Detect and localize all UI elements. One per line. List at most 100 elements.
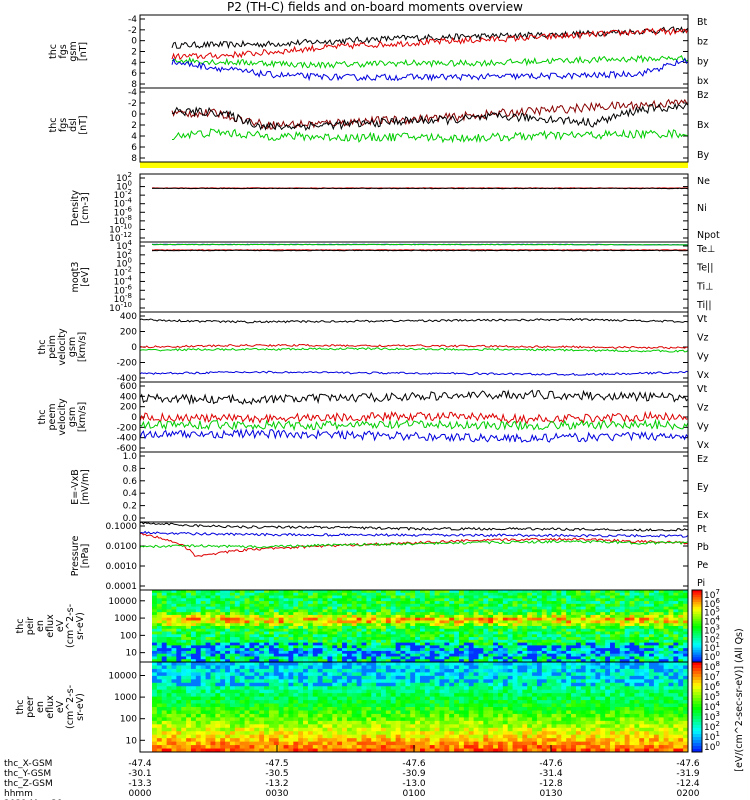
spectrogram-cell [278,741,284,746]
spectrogram-cell [298,734,304,739]
spectrogram-cell [376,620,382,624]
spectrogram-cell [546,595,552,599]
spectrogram-cell [463,631,470,635]
spectrogram-cell [186,682,192,687]
spectrogram-cell [507,631,513,635]
spectrogram-cell [156,659,163,663]
spectrogram-cell [366,727,372,732]
spectrogram-cell [434,631,440,635]
spectrogram-cell [278,637,284,641]
colorbar-step [692,635,702,639]
spectrogram-cell [390,626,397,630]
spectrogram-cell [156,738,163,743]
spectrogram-cell [229,707,236,711]
spectrogram-cell [644,614,650,619]
spectrogram-cell [439,598,445,602]
spectrogram-cell [337,672,343,677]
ytick-label: 0 [131,110,137,120]
spectrogram-cell [449,598,455,602]
spectrogram-cell [317,734,323,739]
ytick-label: 600 [120,382,137,392]
spectrogram-cell [468,710,474,715]
spectrogram-cell [473,617,479,621]
spectrogram-cell [259,679,265,684]
spectrogram-cell [449,595,455,599]
ylabel-line: velocity [57,398,68,436]
spectrogram-cell [624,659,630,663]
spectrogram-cell [195,637,202,641]
spectrogram-cell [473,748,479,753]
spectrogram-cell [307,720,314,725]
spectrogram-cell [361,689,367,694]
spectrogram-cell [220,686,226,691]
spectrogram-cell [186,620,192,624]
spectrogram-cell [381,665,387,670]
spectrogram-cell [307,645,314,649]
spectrogram-cell [444,592,450,596]
spectrogram-cell [259,642,265,646]
spectrogram-cell [478,679,484,684]
spectrogram-cell [483,645,489,649]
spectrogram-cell [639,592,645,596]
spectrogram-cell [478,603,484,608]
spectrogram-cell [356,659,362,663]
spectrogram-cell [307,631,314,635]
spectrogram-cell [463,741,470,746]
spectrogram-cell [322,634,328,638]
spectrogram-cell [434,665,440,670]
ytick-label: -600 [117,444,138,454]
spectrogram-cell [605,650,611,655]
spectrogram-cell [273,745,280,749]
spectrogram-cell [517,628,523,632]
spectrogram-cell [424,662,431,666]
ytick-label: 400 [120,312,137,322]
spectrogram-cell [356,631,362,635]
spectrogram-cell [176,700,182,704]
spectrogram-cell [322,703,328,708]
spectrogram-cell [220,603,226,608]
spectrogram-cell [278,592,284,596]
spectrogram-cell [342,724,348,729]
spectrogram-cell [293,720,299,725]
spectrogram-cell [278,634,284,638]
spectrogram-cell [268,710,275,715]
spectrogram-cell [171,745,177,749]
spectrogram-cell [244,720,250,725]
spectrogram-cell [473,601,479,605]
spectrogram-cell [405,707,411,711]
spectrogram-cell [366,724,372,729]
spectrogram-cell [249,662,255,666]
spectrogram-cell [415,682,421,687]
spectrogram-cell [658,659,665,663]
spectrogram-cell [346,745,353,749]
spectrogram-cell [288,682,294,687]
spectrogram-cell [268,748,275,753]
spectrogram-cell [400,598,406,602]
spectrogram-cell [190,626,197,630]
spectrogram-cell [629,606,635,610]
spectrogram-cell [614,645,621,649]
spectrogram-cell [239,595,245,599]
spectrogram-cell [405,637,411,641]
spectrogram-cell [551,634,557,638]
spectrogram-cell [497,631,504,635]
spectrogram-cell [342,642,348,646]
spectrogram-cell [420,686,426,691]
spectrogram-cell [342,612,348,616]
spectrogram-cell [361,679,367,684]
colorbar-step [692,642,702,646]
spectrogram-cell [195,665,202,670]
spectrogram-cell [293,731,299,736]
spectrogram-cell [683,590,689,594]
spectrogram-cell [337,601,343,605]
spectrogram-cell [152,614,158,619]
spectrogram-cell [420,598,426,602]
spectrogram-cell [410,700,416,704]
spectrogram-cell [405,710,411,715]
spectrogram-cell [298,675,304,680]
spectrogram-cell [298,639,304,644]
spectrogram-cell [303,738,309,743]
spectrogram-cell [156,590,163,594]
spectrogram-cell [307,727,314,732]
